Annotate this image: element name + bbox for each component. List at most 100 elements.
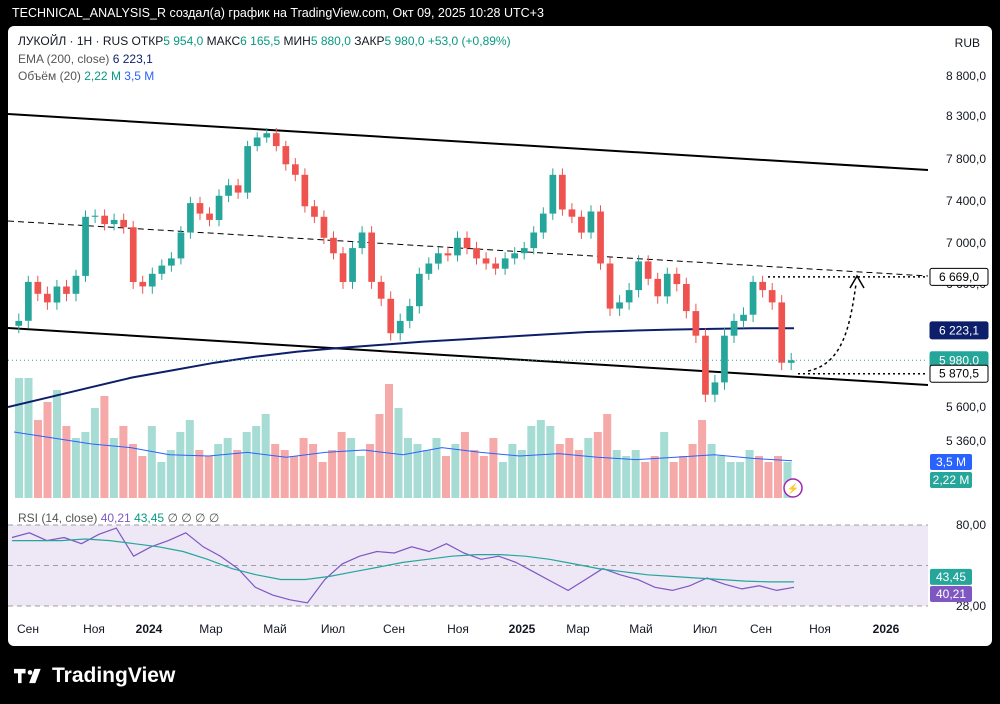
- volume-bar: [745, 450, 754, 498]
- volume-bar: [81, 432, 90, 498]
- candle-body: [110, 219, 118, 225]
- candle-body: [406, 306, 414, 321]
- candle-body: [225, 185, 232, 196]
- volume-legend[interactable]: Объём (20) 2,22 M 3,5 M: [18, 69, 154, 83]
- candle-body: [53, 286, 61, 303]
- rsi-line: [11, 527, 795, 604]
- volume-bar: [204, 456, 213, 498]
- rsi-legend[interactable]: RSI (14, close) 40,21 43,45 ∅ ∅ ∅ ∅: [18, 511, 219, 525]
- candle-body: [654, 278, 662, 297]
- candle-body: [339, 253, 347, 282]
- volume-bar: [375, 414, 384, 498]
- candle-body: [454, 237, 461, 256]
- time-axis-tick: Мар: [199, 622, 223, 636]
- volume-bar: [242, 432, 251, 498]
- volume-label-bg: [930, 472, 972, 488]
- channel-upper-line: [8, 113, 929, 171]
- volume-bar: [290, 456, 299, 498]
- time-axis-tick: 2024: [136, 622, 163, 636]
- volume-bar: [603, 414, 612, 498]
- price-axis-tick: 8 800,0: [946, 69, 986, 83]
- candle-body: [435, 253, 442, 264]
- rsi-extra: ∅ ∅ ∅ ∅: [167, 511, 220, 525]
- candle-body: [721, 335, 728, 383]
- volume-bar: [536, 420, 545, 498]
- candle-body: [473, 248, 480, 259]
- volume-bar: [774, 456, 782, 498]
- volume-bar: [688, 444, 697, 498]
- candle-body: [263, 133, 271, 138]
- rsi-label-bg: [930, 585, 972, 602]
- volume-bar: [574, 450, 583, 498]
- candle-body: [787, 360, 795, 363]
- chart-panel[interactable]: 8 800,08 300,07 800,07 400,07 000,06 600…: [8, 26, 992, 646]
- volume-bar: [470, 450, 479, 498]
- candle-body: [559, 174, 566, 210]
- price-label-text: 6 669,0: [939, 270, 979, 284]
- volume-value: 2,22 M: [84, 69, 121, 83]
- time-axis-tick: Июл: [321, 622, 345, 636]
- candle-body: [597, 211, 604, 264]
- volume-bar: [736, 462, 745, 498]
- candle-body: [15, 320, 23, 326]
- volume-bar: [71, 438, 80, 498]
- volume-bar: [451, 444, 460, 498]
- volume-bar: [612, 450, 621, 498]
- rsi-label-bg: [930, 568, 972, 585]
- volume-bar: [299, 438, 308, 498]
- candle-body: [244, 146, 251, 193]
- candle-body: [568, 209, 576, 217]
- volume-bar: [508, 444, 517, 498]
- candle-body: [368, 232, 375, 282]
- close-label: ЗАКР: [354, 34, 385, 48]
- tradingview-wordmark: TradingView: [52, 664, 176, 687]
- time-axis-tick: Сен: [750, 622, 772, 636]
- volume-bar: [24, 378, 33, 498]
- currency-button[interactable]: RUB: [954, 36, 980, 50]
- volume-bar: [460, 432, 469, 498]
- chart-svg[interactable]: 8 800,08 300,07 800,07 400,07 000,06 600…: [8, 26, 992, 646]
- open-label: ОТКР: [131, 34, 164, 48]
- candle-body: [82, 216, 89, 276]
- candle-body: [463, 237, 471, 249]
- time-axis-tick: Май: [263, 622, 287, 636]
- volume-bar: [185, 420, 194, 498]
- candle-body: [578, 216, 585, 233]
- candle-body: [206, 213, 213, 220]
- price-axis-tick: 7 000,0: [946, 236, 986, 250]
- time-axis-tick: Июл: [693, 622, 717, 636]
- candle-body: [740, 314, 747, 321]
- volume-bar: [109, 438, 118, 498]
- volume-bar: [413, 444, 422, 498]
- candle-body: [215, 195, 223, 220]
- candle-body: [34, 281, 42, 294]
- volume-bar: [366, 444, 374, 498]
- open-value: 5 954,0: [163, 34, 204, 48]
- candle-body: [587, 211, 595, 233]
- volume-bar: [309, 444, 318, 498]
- rsi-value: 40,21: [100, 511, 131, 525]
- candle-body: [606, 263, 614, 309]
- candle-body: [168, 258, 175, 266]
- ema-line: [8, 327, 794, 408]
- time-axis-tick: Сен: [383, 622, 405, 636]
- ema-legend[interactable]: EMA (200, close) 6 223,1: [18, 52, 153, 66]
- candle-body: [749, 281, 757, 315]
- change-value: +53,0 (+0,89%): [427, 34, 511, 48]
- volume-bar: [707, 444, 716, 498]
- volume-bar: [755, 456, 763, 498]
- close-value: 5 980,0: [384, 34, 425, 48]
- candle-body: [425, 263, 433, 274]
- rsi-ma-value: 43,45: [134, 511, 165, 525]
- volume-bar: [62, 426, 71, 498]
- candle-body: [673, 273, 681, 285]
- candle-body: [778, 302, 786, 363]
- volume-bar: [119, 426, 128, 498]
- candle-body: [158, 265, 166, 274]
- volume-label-text: 2,22 M: [933, 473, 970, 487]
- volume-bar: [53, 390, 61, 498]
- volume-bar: [347, 438, 356, 498]
- volume-bar: [280, 450, 289, 498]
- candle-body: [625, 290, 633, 303]
- volume-bar: [166, 450, 175, 498]
